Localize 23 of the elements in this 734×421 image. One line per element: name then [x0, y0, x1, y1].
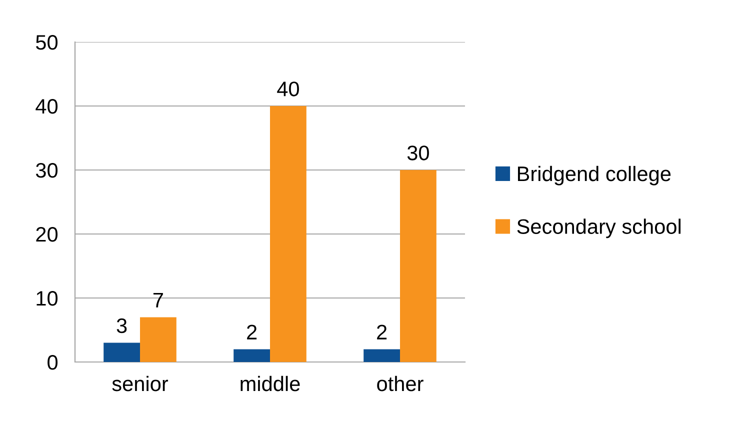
x-tick-label: senior — [112, 376, 168, 392]
x-tick-label: middle — [240, 376, 300, 392]
data-label: 3 — [116, 318, 127, 334]
bar — [270, 106, 306, 362]
data-label: 2 — [247, 324, 257, 340]
legend-label: Bridgend college — [518, 166, 671, 186]
data-label: 2 — [377, 324, 387, 340]
bar — [364, 349, 400, 362]
bar — [234, 349, 270, 362]
y-tick-label: 0 — [48, 355, 58, 370]
bar — [140, 317, 176, 362]
legend-label: Secondary school — [517, 218, 680, 238]
y-tick-label: 20 — [36, 227, 58, 242]
bar — [400, 170, 436, 362]
y-tick-label: 40 — [36, 99, 58, 114]
bar — [104, 342, 140, 362]
data-label: 7 — [153, 292, 163, 308]
data-label: 30 — [407, 146, 429, 160]
y-tick-label: 30 — [36, 163, 58, 178]
data-label: 40 — [277, 82, 299, 96]
y-tick-label: 50 — [36, 35, 58, 50]
y-tick-label: 10 — [36, 291, 58, 306]
x-tick-label: other — [377, 376, 424, 392]
